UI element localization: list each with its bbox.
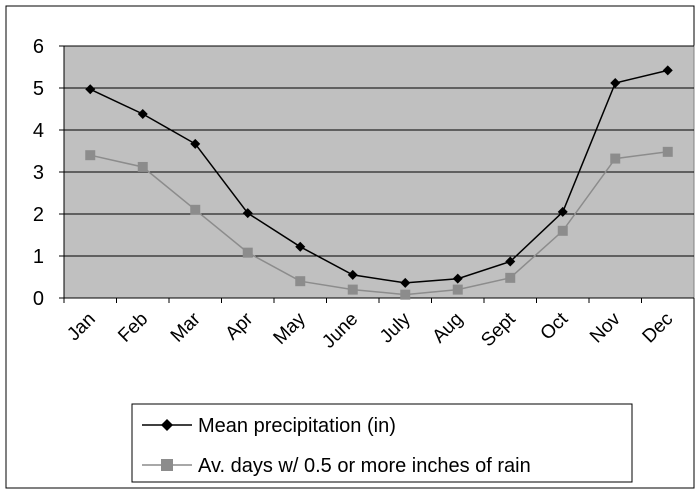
series-group bbox=[85, 65, 673, 300]
y-tick-label: 3 bbox=[33, 162, 44, 184]
legend-item-rain-days: Av. days w/ 0.5 or more inches of rain bbox=[142, 455, 531, 477]
series-line bbox=[89, 69, 668, 284]
data-point-square bbox=[610, 153, 621, 164]
data-point-diamond bbox=[662, 65, 673, 76]
data-point-square bbox=[662, 146, 673, 157]
data-point-square bbox=[452, 284, 463, 295]
legend-label-precipitation: Mean precipitation (in) bbox=[198, 415, 396, 437]
data-point-square bbox=[295, 276, 306, 287]
data-point-square bbox=[400, 289, 411, 300]
data-point-square bbox=[505, 272, 516, 283]
data-point-square bbox=[242, 247, 253, 258]
data-point-diamond bbox=[137, 109, 148, 120]
legend-marker-square bbox=[161, 459, 173, 471]
y-tick-label: 6 bbox=[33, 36, 44, 58]
data-point-square bbox=[557, 225, 568, 236]
series-line bbox=[90, 151, 668, 296]
data-point-diamond bbox=[610, 77, 621, 88]
legend-marker-diamond bbox=[161, 419, 173, 431]
data-point-square bbox=[137, 161, 148, 172]
legend-box bbox=[131, 403, 633, 483]
axes bbox=[63, 46, 695, 303]
data-point-diamond bbox=[505, 256, 516, 267]
data-point-square bbox=[347, 284, 358, 295]
legend-label-rain-days: Av. days w/ 0.5 or more inches of rain bbox=[198, 455, 531, 477]
y-tick-label: 4 bbox=[33, 120, 44, 142]
y-tick-label: 0 bbox=[33, 288, 44, 310]
data-point-diamond bbox=[85, 84, 96, 95]
series-0 bbox=[85, 65, 673, 288]
data-point-diamond bbox=[295, 241, 306, 252]
series-1 bbox=[85, 146, 673, 300]
data-point-diamond bbox=[190, 138, 201, 149]
legend: Mean precipitation (in) Av. days w/ 0.5 … bbox=[131, 403, 633, 483]
data-point-diamond bbox=[242, 208, 253, 219]
y-tick-labels: 0 1 2 3 4 5 6 bbox=[33, 36, 44, 310]
legend-item-precipitation: Mean precipitation (in) bbox=[142, 415, 396, 437]
data-point-diamond bbox=[400, 277, 411, 288]
data-point-diamond bbox=[347, 269, 358, 280]
y-tick-label: 5 bbox=[33, 78, 44, 100]
y-tick-label: 1 bbox=[33, 246, 44, 268]
data-point-diamond bbox=[452, 273, 463, 284]
data-point-square bbox=[190, 204, 201, 215]
y-tick-label: 2 bbox=[33, 204, 44, 226]
data-point-diamond bbox=[557, 206, 568, 217]
gridlines bbox=[59, 45, 694, 299]
data-point-square bbox=[85, 150, 96, 161]
